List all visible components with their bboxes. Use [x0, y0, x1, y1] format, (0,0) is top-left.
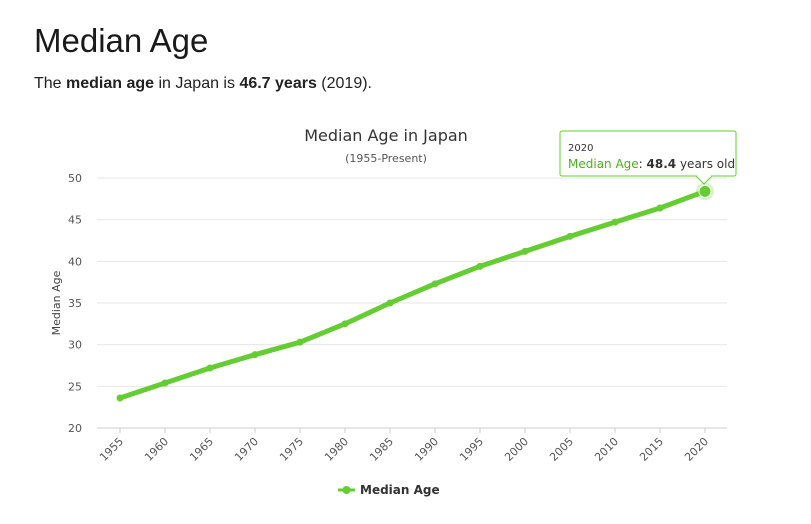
x-tick-label-1985: 1985: [367, 435, 396, 464]
y-axis-ticks: 20 25 30 35 40 45 50: [68, 172, 82, 435]
x-tick-label-2010: 2010: [592, 435, 621, 464]
data-point-1970[interactable]: [251, 351, 259, 359]
y-tick-label-45: 45: [68, 214, 82, 227]
tooltip-pointer-cover: [697, 174, 711, 177]
x-tick-label-1990: 1990: [412, 435, 441, 464]
data-tooltip: 2020 Median Age: 48.4 years old: [559, 130, 737, 185]
y-tick-label-40: 40: [68, 255, 82, 268]
summary-middle: in Japan is: [154, 75, 240, 92]
tooltip-unit: years old: [676, 157, 735, 171]
y-tick-label-25: 25: [68, 380, 82, 393]
summary-term: median age: [66, 75, 155, 92]
x-tick-label-1975: 1975: [277, 435, 306, 464]
data-point-2020[interactable]: [698, 184, 712, 198]
y-axis-title: Median Age: [50, 270, 63, 335]
tooltip-box: [559, 130, 737, 177]
chart-subtitle: (1955-Present): [345, 152, 427, 165]
x-tick-label-1995: 1995: [457, 435, 486, 464]
x-tick-label-2005: 2005: [547, 435, 576, 464]
tooltip-pointer: [694, 175, 714, 185]
legend-marker-icon: [342, 486, 351, 494]
x-axis-ticks: 1955 1960 1965 1970 1975 1980 1985 1990 1995 2000…: [97, 428, 711, 464]
summary-prefix: The: [34, 75, 67, 92]
data-point-2015[interactable]: [656, 204, 664, 212]
data-point-2010[interactable]: [611, 218, 619, 226]
y-tick-label-50: 50: [68, 172, 82, 185]
data-point-1980[interactable]: [341, 320, 349, 328]
y-tick-label-20: 20: [68, 422, 82, 435]
tooltip-year: 2020: [568, 143, 593, 154]
data-point-1990[interactable]: [431, 280, 439, 288]
tooltip-value: 48.4: [647, 157, 677, 171]
data-point-2005[interactable]: [566, 232, 574, 240]
x-tick-label-1965: 1965: [187, 435, 216, 464]
data-point-1985[interactable]: [386, 299, 394, 307]
x-tick-label-1970: 1970: [232, 435, 261, 464]
x-tick-label-2015: 2015: [637, 435, 666, 464]
data-point-1960[interactable]: [161, 379, 169, 387]
y-tick-label-35: 35: [68, 297, 82, 310]
legend-label[interactable]: Median Age: [360, 483, 440, 497]
series-line-median-age: [117, 188, 708, 401]
tooltip-separator: :: [639, 157, 647, 171]
tooltip-body: Median Age: 48.4 years old: [568, 157, 735, 171]
chart-title: Median Age in Japan: [304, 126, 468, 145]
summary-text: The median age in Japan is 46.7 years (2…: [34, 75, 372, 93]
grid-lines: [97, 177, 727, 429]
summary-suffix: (2019).: [316, 75, 372, 92]
data-point-1975[interactable]: [296, 338, 304, 346]
page-title: Median Age: [34, 22, 209, 59]
x-tick-label-2020: 2020: [682, 435, 711, 464]
y-tick-label-30: 30: [68, 339, 82, 352]
series-median-age[interactable]: [116, 182, 715, 402]
data-point-1995[interactable]: [476, 262, 484, 270]
summary-value: 46.7 years: [239, 75, 317, 92]
legend[interactable]: Median Age: [338, 483, 440, 497]
tooltip-series-label: Median Age: [568, 157, 639, 171]
data-point-1955[interactable]: [116, 394, 124, 402]
x-tick-label-1980: 1980: [322, 435, 351, 464]
data-point-1965[interactable]: [206, 364, 214, 372]
data-point-2000[interactable]: [521, 247, 529, 255]
x-tick-label-1955: 1955: [97, 435, 126, 464]
x-tick-label-2000: 2000: [502, 435, 531, 464]
x-tick-label-1960: 1960: [142, 435, 171, 464]
